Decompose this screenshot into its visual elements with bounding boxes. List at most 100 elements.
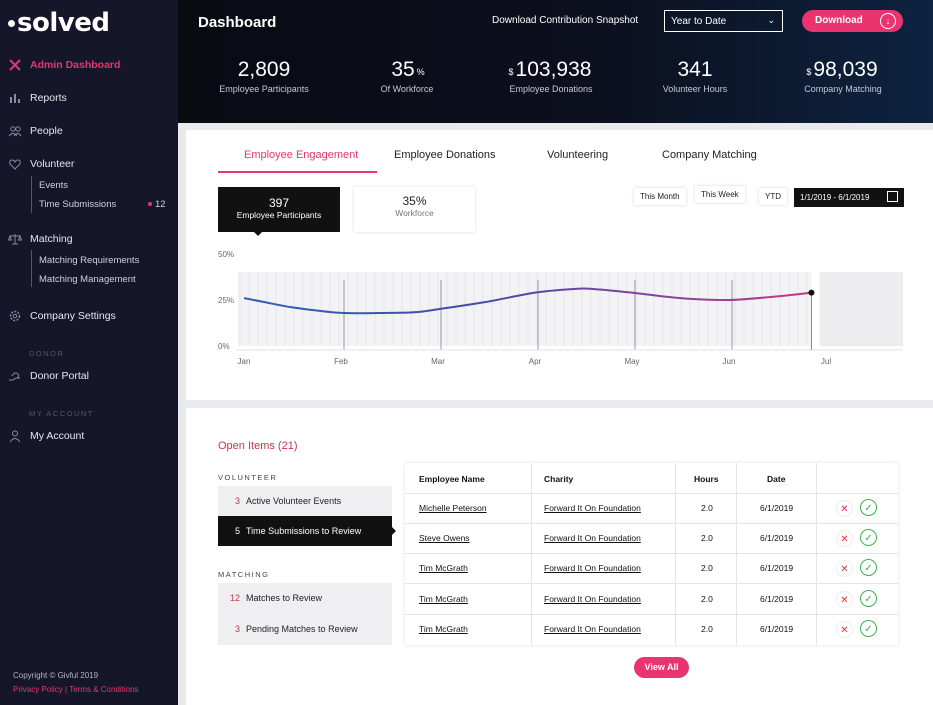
stat-prefix: $ — [806, 67, 812, 77]
submissions-table: Employee Name Charity Hours Date Michell… — [405, 463, 898, 645]
x-tick-label: Feb — [334, 357, 348, 366]
close-icon[interactable]: ✕ — [836, 500, 853, 517]
stat-label: Of Workforce — [380, 84, 434, 94]
privacy-link[interactable]: Privacy Policy — [13, 685, 63, 694]
filter-this-week[interactable]: This Week — [695, 186, 745, 203]
nav-my-account[interactable]: My Account — [8, 429, 84, 443]
people-icon — [8, 126, 22, 137]
nav-matching-requirements[interactable]: Matching Requirements — [39, 255, 140, 266]
cell-employee-name[interactable]: Michelle Peterson — [419, 503, 487, 513]
filter-ytd[interactable]: YTD — [759, 188, 787, 205]
cell-charity[interactable]: Forward It On Foundation — [544, 624, 641, 634]
nav-label: Company Settings — [30, 310, 116, 322]
x-tick-label: Apr — [529, 357, 542, 366]
check-icon[interactable]: ✓ — [860, 620, 877, 637]
date-range-picker[interactable]: 1/1/2019 - 6/1/2019 — [794, 188, 904, 207]
x-tick-label: Jan — [238, 357, 251, 366]
cell-charity[interactable]: Forward It On Foundation — [544, 563, 641, 573]
metric-workforce[interactable]: 35% Workforce — [354, 187, 475, 232]
nav-time-submissions[interactable]: Time Submissions — [39, 199, 117, 210]
stat-label: Employee Donations — [509, 84, 593, 94]
check-icon[interactable]: ✓ — [860, 529, 877, 546]
close-icon[interactable]: ✕ — [836, 530, 853, 547]
terms-link[interactable]: Terms & Conditions — [69, 685, 139, 694]
cell-employee-name[interactable]: Steve Owens — [419, 533, 470, 543]
nav-reports[interactable]: Reports — [8, 91, 67, 105]
open-item-time-submissions[interactable]: 5 Time Submissions to Review — [218, 516, 392, 546]
cell-hours: 2.0 — [701, 533, 713, 543]
open-item-matches[interactable]: 12 Matches to Review — [218, 583, 392, 613]
nav-company-settings[interactable]: Company Settings — [8, 309, 116, 323]
time-submissions-badge: 12 — [148, 199, 166, 210]
tab-volunteering[interactable]: Volunteering — [547, 149, 609, 161]
open-item-active-events[interactable]: 3 Active Volunteer Events — [218, 486, 392, 516]
open-items-title: Open Items (21) — [218, 440, 298, 452]
gear-icon — [9, 310, 21, 322]
filter-this-month[interactable]: This Month — [634, 188, 686, 205]
close-icon[interactable]: ✕ — [836, 560, 853, 577]
tab-employee-donations[interactable]: Employee Donations — [394, 149, 496, 161]
cell-employee-name[interactable]: Tim McGrath — [419, 624, 468, 634]
tab-employee-engagement[interactable]: Employee Engagement — [244, 149, 359, 161]
x-logo-icon — [9, 59, 21, 71]
cell-charity[interactable]: Forward It On Foundation — [544, 533, 641, 543]
nav-admin-dashboard[interactable]: Admin Dashboard — [8, 58, 120, 72]
close-icon[interactable]: ✕ — [836, 621, 853, 638]
badge-dot-icon — [148, 202, 152, 207]
nav-label: My Account — [30, 430, 85, 442]
nav-label: Reports — [30, 92, 67, 104]
nav-label: Admin Dashboard — [30, 59, 121, 71]
view-all-button[interactable]: View All — [634, 657, 689, 678]
row-divider — [405, 614, 898, 615]
stat-value: 2,809 — [237, 58, 291, 81]
cell-employee-name[interactable]: Tim McGrath — [419, 594, 468, 604]
date-range-value: 1/1/2019 - 6/1/2019 — [800, 193, 870, 202]
x-tick-label: Mar — [431, 357, 445, 366]
cell-charity[interactable]: Forward It On Foundation — [544, 503, 641, 513]
metric-value: 35% — [402, 194, 427, 208]
nav-events[interactable]: Events — [39, 180, 69, 191]
cell-hours: 2.0 — [701, 594, 713, 604]
x-tick-label: May — [624, 357, 639, 366]
submenu-line — [31, 176, 32, 213]
stat-label: Company Matching — [804, 84, 882, 94]
matching-items-bg — [218, 583, 392, 645]
stat-volunteer-hours: 341 Volunteer Hours — [620, 58, 770, 94]
nav-matching-management[interactable]: Matching Management — [39, 274, 136, 285]
stat-suffix: % — [416, 67, 425, 77]
col-charity: Charity — [544, 474, 574, 484]
download-button[interactable]: Download ↓ — [802, 10, 903, 32]
col-divider — [816, 463, 817, 645]
bar-chart-icon — [10, 94, 20, 103]
nav-matching[interactable]: Matching — [8, 232, 73, 246]
check-icon[interactable]: ✓ — [860, 590, 877, 607]
period-value: Year to Date — [671, 16, 727, 27]
y-tick-label: 50% — [218, 250, 234, 259]
tab-company-matching[interactable]: Company Matching — [662, 149, 757, 161]
nav-volunteer[interactable]: Volunteer — [8, 157, 74, 171]
volunteer-section-label: VOLUNTEER — [218, 473, 278, 482]
col-divider — [675, 463, 676, 645]
brand-logo[interactable]: solved — [8, 8, 110, 38]
metric-employee-participants[interactable]: 397 Employee Participants — [218, 187, 340, 232]
scale-icon — [8, 234, 22, 245]
cell-date: 6/1/2019 — [760, 594, 794, 604]
brand-name: solved — [17, 8, 110, 38]
cell-employee-name[interactable]: Tim McGrath — [419, 563, 468, 573]
calendar-icon — [887, 191, 898, 202]
metric-label: Employee Participants — [236, 210, 322, 220]
col-divider — [531, 463, 532, 645]
close-icon[interactable]: ✕ — [836, 591, 853, 608]
nav-people[interactable]: People — [8, 124, 63, 138]
nav-donor-portal[interactable]: Donor Portal — [8, 369, 89, 383]
cell-date: 6/1/2019 — [760, 503, 794, 513]
period-select[interactable]: Year to Date ⌄ — [664, 10, 783, 32]
item-label: Pending Matches to Review — [246, 624, 358, 634]
chart-area-bg — [238, 272, 812, 346]
cell-charity[interactable]: Forward It On Foundation — [544, 594, 641, 604]
stat-employee-donations: $103,938 Employee Donations — [476, 58, 626, 94]
check-icon[interactable]: ✓ — [860, 499, 877, 516]
check-icon[interactable]: ✓ — [860, 559, 877, 576]
open-item-pending-matches[interactable]: 3 Pending Matches to Review — [218, 614, 392, 644]
